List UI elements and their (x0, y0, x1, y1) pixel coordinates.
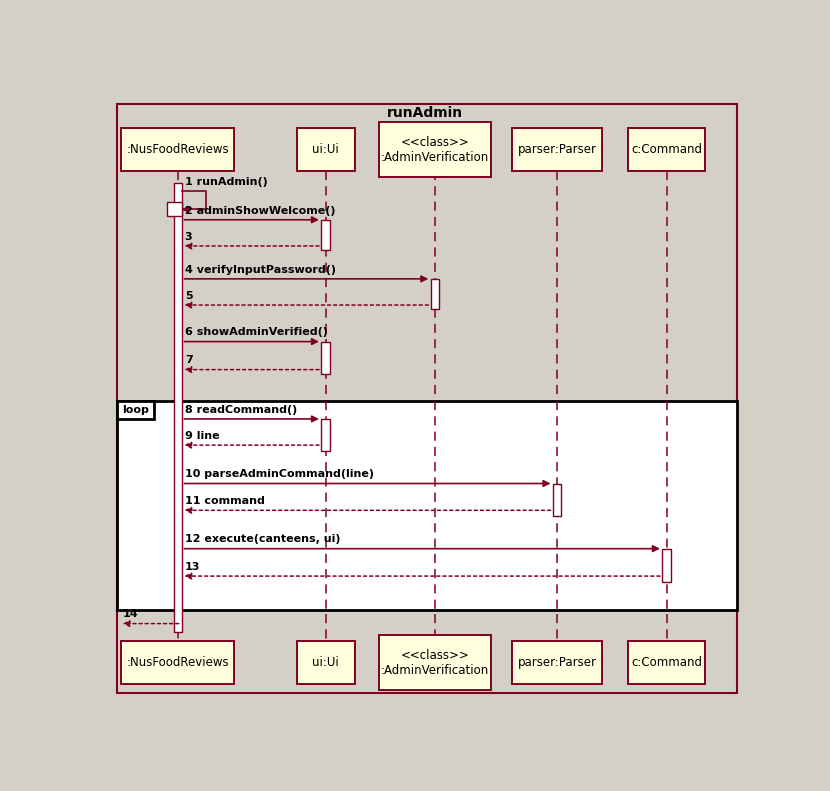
Text: runAdmin: runAdmin (388, 106, 463, 120)
Bar (512, 642, 603, 684)
Text: ui:Ui: ui:Ui (312, 656, 339, 669)
Bar (321, 419, 330, 451)
Bar (321, 342, 330, 374)
Text: 10 parseAdminCommand(line): 10 parseAdminCommand(line) (185, 469, 374, 479)
Text: 3: 3 (185, 232, 193, 242)
Bar (378, 123, 491, 177)
Bar (121, 128, 234, 171)
Bar (116, 401, 737, 610)
Text: 8 readCommand(): 8 readCommand() (185, 405, 297, 414)
Text: 4 verifyInputPassword(): 4 verifyInputPassword() (185, 265, 336, 274)
Bar (297, 642, 354, 684)
Text: c:Command: c:Command (631, 143, 702, 157)
Bar (116, 401, 154, 419)
Bar (628, 642, 706, 684)
Text: c:Command: c:Command (631, 656, 702, 669)
Bar (297, 128, 354, 171)
Bar (553, 483, 561, 517)
Text: :NusFoodReviews: :NusFoodReviews (126, 143, 229, 157)
Text: <<class>>
:AdminVerification: <<class>> :AdminVerification (381, 136, 489, 164)
Bar (431, 279, 439, 309)
Text: ui:Ui: ui:Ui (312, 143, 339, 157)
Bar (321, 220, 330, 250)
Text: 13: 13 (185, 562, 200, 572)
Text: :NusFoodReviews: :NusFoodReviews (126, 656, 229, 669)
Bar (628, 128, 706, 171)
Bar (121, 642, 234, 684)
Text: 7: 7 (185, 355, 193, 365)
Bar (512, 128, 603, 171)
Text: 1 runAdmin(): 1 runAdmin() (185, 177, 267, 187)
Text: 12 execute(canteens, ui): 12 execute(canteens, ui) (185, 535, 340, 544)
Text: 14: 14 (123, 609, 139, 619)
Text: 5: 5 (185, 291, 193, 301)
Text: 6 showAdminVerified(): 6 showAdminVerified() (185, 327, 328, 337)
Text: 2 adminShowWelcome(): 2 adminShowWelcome() (185, 206, 335, 215)
Bar (173, 184, 182, 632)
Text: parser:Parser: parser:Parser (518, 143, 597, 157)
Text: loop: loop (122, 405, 149, 414)
Text: parser:Parser: parser:Parser (518, 656, 597, 669)
Bar (168, 202, 182, 215)
Bar (378, 635, 491, 690)
Text: 11 command: 11 command (185, 496, 265, 506)
Text: <<class>>
:AdminVerification: <<class>> :AdminVerification (381, 649, 489, 676)
Text: 9 line: 9 line (185, 431, 219, 441)
Bar (662, 549, 671, 582)
